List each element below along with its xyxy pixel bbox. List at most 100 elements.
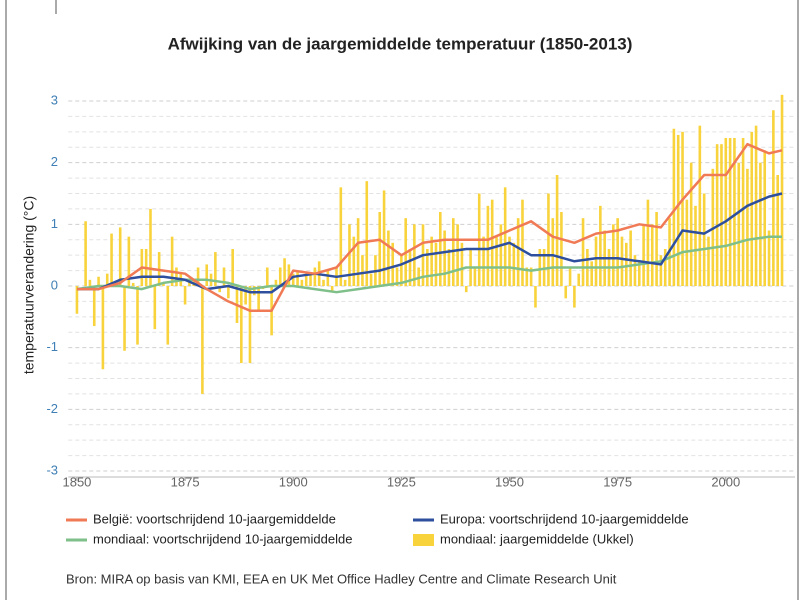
bar [218,286,221,293]
bar [629,230,632,286]
bar [655,212,658,286]
legend-label: mondiaal: jaargemiddelde (Ukkel) [440,531,634,546]
bar [616,218,619,286]
bar [443,230,446,286]
bar [525,267,529,286]
bar [356,218,360,286]
bar [430,236,433,286]
bar [408,249,412,286]
bar [300,279,304,286]
bar [205,264,209,286]
bar [283,258,286,286]
bar [248,286,252,364]
line [77,142,783,312]
bar [175,267,178,286]
y-tick-label: 3 [51,92,58,107]
y-axis-label: temperatuurverandering (°C) [21,196,37,374]
bar [387,230,390,286]
x-tick-label: 1925 [387,474,416,489]
axes: -3 -2 -1 0 1 2 3 1850 1875 1900 1925 1950 1975 2000 [46,92,795,489]
bar [720,144,723,286]
bar [447,249,451,286]
bar [637,261,641,286]
bar [490,199,494,286]
bar [313,267,317,286]
bar [551,218,555,286]
bar [568,267,572,286]
bar [343,279,347,286]
bar [88,279,92,286]
bar [456,224,459,286]
legend-swatch [413,534,434,546]
bar [413,224,416,286]
bar [529,267,533,286]
bar [291,273,295,286]
bar [101,286,105,370]
bar [330,286,334,293]
x-tick-label: 1850 [62,474,91,489]
bar [196,267,200,286]
bar [309,273,312,286]
chart-title: Afwijking van de jaargemiddelde temperat… [168,34,633,53]
bar [322,279,325,286]
bar [426,249,429,286]
bar [573,286,576,308]
bar [439,212,442,286]
bar [534,286,537,308]
bar [287,264,291,286]
bar [599,205,602,286]
bar [201,286,204,394]
bar [633,255,637,286]
bar [97,276,100,286]
bar [304,273,308,286]
bar [75,286,79,314]
bar [547,193,550,286]
bar [149,208,152,286]
bar [564,286,568,299]
frame [5,0,799,600]
bar [84,221,87,286]
bar [339,187,343,286]
x-tick-label: 1875 [171,474,200,489]
bar [612,224,615,286]
bar [92,286,96,327]
y-tick-label: 2 [51,154,58,169]
x-tick-label: 1900 [279,474,308,489]
line [76,235,782,294]
bar [689,162,693,286]
bar [110,233,113,286]
bar [754,125,758,287]
bars [75,94,784,394]
bar [681,131,684,286]
bar [503,187,507,286]
bar [395,267,399,286]
bar [326,270,330,286]
y-tick-label: 0 [51,277,58,292]
bar [378,212,382,286]
bar [127,236,131,286]
y-tick-label: -1 [46,339,58,354]
bar [685,199,689,286]
source-note: Bron: MIRA op basis van KMI, EEA en UK M… [66,571,617,586]
bar [348,224,351,286]
bar [707,236,710,286]
y-tick-label: 1 [51,216,58,231]
bar [772,110,775,286]
bar [741,138,745,286]
bar [434,242,438,286]
legend: België: voortschrijdend 10-jaargemiddeld… [66,511,689,546]
bar [728,138,732,286]
bar [136,286,139,345]
bar [590,261,593,286]
bar [131,282,135,286]
bar [746,168,749,286]
bar [495,236,498,286]
bar [464,286,468,293]
bar [265,267,269,286]
bar [776,175,779,286]
bar [620,236,624,286]
bar [724,138,728,286]
legend-label: Europa: voortschrijdend 10-jaargemiddeld… [440,511,689,526]
bar [296,270,299,286]
x-tick-label: 2000 [711,474,740,489]
